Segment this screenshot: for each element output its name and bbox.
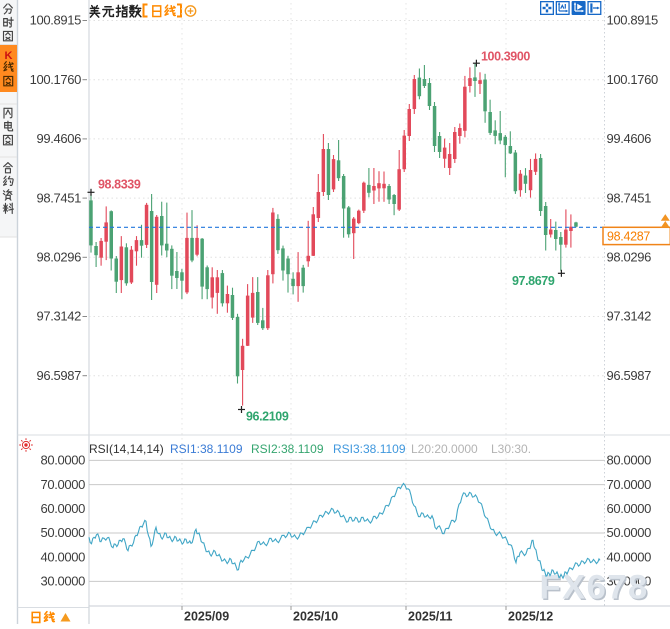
svg-text:100.8915: 100.8915 [30,13,82,28]
svg-text:2025/10: 2025/10 [293,610,338,624]
svg-text:50.0000: 50.0000 [607,525,652,540]
svg-text:RSI1:38.1109: RSI1:38.1109 [170,442,243,456]
svg-text:98.4287: 98.4287 [607,230,650,244]
svg-text:40.0000: 40.0000 [40,549,85,564]
svg-text:97.3142: 97.3142 [607,309,652,324]
svg-text:FX678: FX678 [540,569,649,607]
svg-text:80.0000: 80.0000 [40,453,85,468]
svg-text:100.3900: 100.3900 [481,50,530,64]
svg-text:2025/11: 2025/11 [408,610,453,624]
svg-text:98.0296: 98.0296 [36,250,81,265]
svg-text:97.3142: 97.3142 [36,309,81,324]
svg-text:70.0000: 70.0000 [40,477,85,492]
svg-text:96.5987: 96.5987 [607,368,652,383]
svg-text:40.0000: 40.0000 [607,549,652,564]
svg-text:RSI2:38.1109: RSI2:38.1109 [251,442,324,456]
svg-text:60.0000: 60.0000 [40,501,85,516]
svg-text:97.8679: 97.8679 [512,274,555,288]
svg-text:99.4606: 99.4606 [36,131,81,146]
svg-text:80.0000: 80.0000 [607,453,652,468]
svg-text:30.0000: 30.0000 [607,574,652,589]
svg-text:RSI3:38.1109: RSI3:38.1109 [333,442,406,456]
svg-text:2025/09: 2025/09 [184,610,229,624]
svg-text:98.7451: 98.7451 [36,190,81,205]
svg-text:100.1760: 100.1760 [607,72,659,87]
svg-text:30.0000: 30.0000 [40,574,85,589]
svg-text:100.8915: 100.8915 [607,13,659,28]
svg-text:50.0000: 50.0000 [40,525,85,540]
svg-text:K: K [5,50,13,62]
svg-text:98.7451: 98.7451 [607,190,652,205]
svg-text:100.1760: 100.1760 [30,72,82,87]
svg-text:96.5987: 96.5987 [36,368,81,383]
svg-text:98.8339: 98.8339 [98,178,141,192]
svg-text:96.2109: 96.2109 [246,410,289,424]
svg-text:98.0296: 98.0296 [607,250,652,265]
svg-text:70.0000: 70.0000 [607,477,652,492]
svg-text:RSI(14,14,14): RSI(14,14,14) [89,442,164,456]
svg-text:L20:20.0000: L20:20.0000 [411,442,478,456]
svg-text:60.0000: 60.0000 [607,501,652,516]
svg-text:2025/12: 2025/12 [508,610,553,624]
svg-text:99.4606: 99.4606 [607,131,652,146]
svg-text:L30:30.: L30:30. [491,442,531,456]
